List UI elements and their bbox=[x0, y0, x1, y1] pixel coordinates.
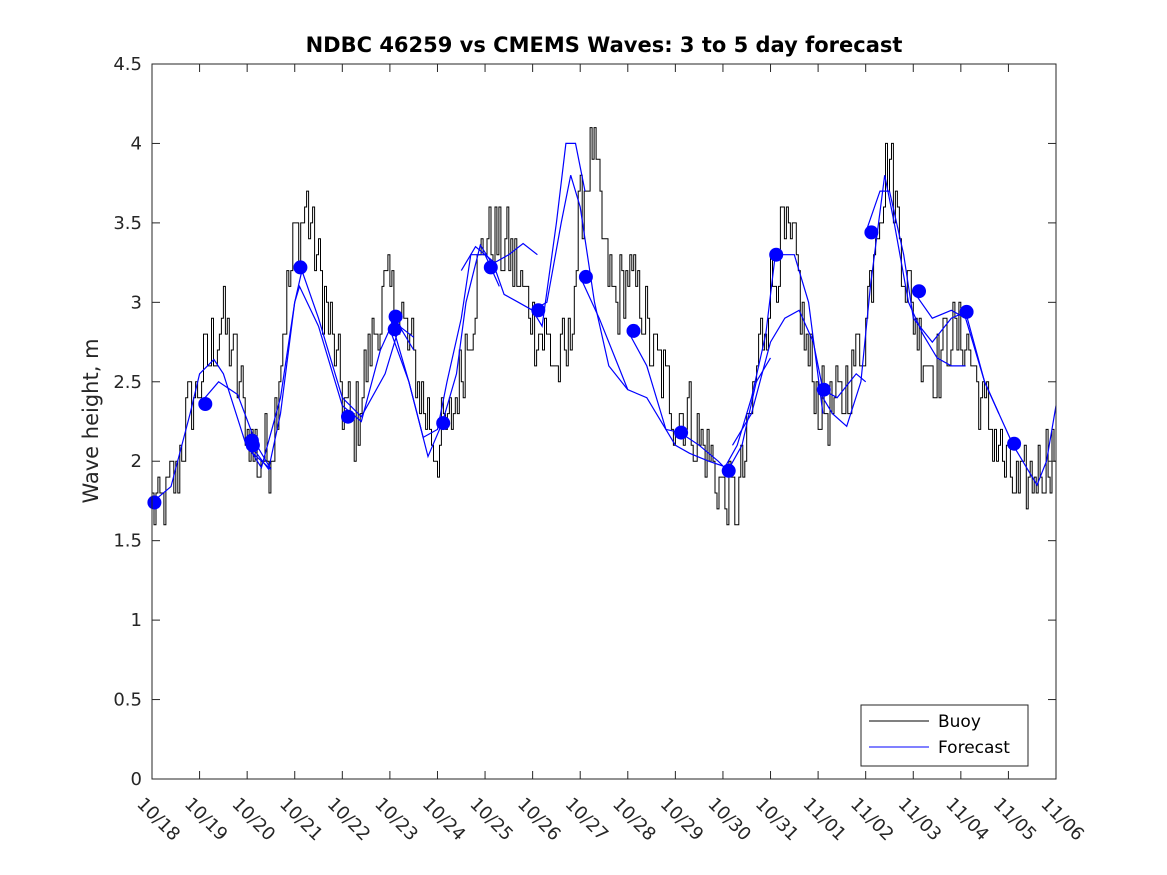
forecast-line-8 bbox=[532, 175, 629, 391]
forecast-markers bbox=[147, 225, 1022, 510]
y-tick-label: 1.5 bbox=[113, 531, 142, 552]
forecast-line-10 bbox=[627, 330, 772, 472]
y-tick-label: 3 bbox=[131, 292, 142, 313]
forecast-line-15 bbox=[912, 290, 1057, 487]
forecast-point bbox=[721, 463, 736, 478]
y-tick-label: 2 bbox=[131, 451, 142, 472]
forecast-point bbox=[387, 322, 402, 337]
y-tick-label: 4 bbox=[131, 133, 142, 154]
forecast-line-2 bbox=[246, 268, 415, 471]
plot-border bbox=[151, 63, 1057, 780]
forecast-point bbox=[912, 284, 926, 299]
forecast-line-3 bbox=[246, 284, 415, 470]
forecast-point bbox=[816, 382, 831, 397]
forecast-point bbox=[959, 304, 974, 319]
y-tick-label: 2.5 bbox=[113, 372, 142, 393]
forecast-point bbox=[483, 260, 498, 275]
forecast-line-14 bbox=[865, 190, 1000, 414]
forecast-point bbox=[674, 425, 689, 440]
y-tick-label: 1 bbox=[131, 610, 142, 631]
forecast-point bbox=[864, 225, 879, 240]
forecast-series bbox=[151, 142, 1057, 503]
buoy-line bbox=[152, 127, 1057, 526]
forecast-line-9 bbox=[579, 276, 724, 467]
forecast-line-5 bbox=[389, 243, 533, 459]
forecast-point bbox=[626, 323, 641, 338]
legend-buoy-label: Buoy bbox=[938, 712, 981, 732]
y-tick-label: 4.5 bbox=[113, 54, 142, 75]
legend: Buoy Forecast bbox=[860, 704, 1029, 767]
y-tick-label: 0.5 bbox=[113, 690, 142, 711]
forecast-point bbox=[436, 416, 451, 431]
forecast-line-12 bbox=[731, 309, 867, 446]
forecast-line-11 bbox=[722, 254, 824, 472]
forecast-point bbox=[245, 438, 260, 453]
forecast-line-0 bbox=[151, 358, 272, 503]
plot-area bbox=[152, 64, 1056, 779]
forecast-point bbox=[293, 260, 308, 275]
forecast-point bbox=[578, 269, 593, 284]
legend-box bbox=[860, 704, 1029, 767]
forecast-line-1 bbox=[199, 381, 272, 470]
y-tick-label: 3.5 bbox=[113, 213, 142, 234]
y-axis-ticks: 0 0.5 1 1.5 2 2.5 3 3.5 4 4.5 bbox=[113, 54, 1056, 790]
y-axis-label: Wave height, m bbox=[79, 338, 103, 503]
forecast-point bbox=[341, 409, 355, 424]
legend-forecast-label: Forecast bbox=[938, 738, 1010, 758]
forecast-line-13 bbox=[817, 175, 966, 428]
forecast-line-7 bbox=[532, 142, 586, 328]
buoy-series bbox=[152, 127, 1057, 526]
forecast-point bbox=[1007, 436, 1022, 451]
forecast-point bbox=[147, 495, 162, 510]
forecast-point bbox=[198, 397, 213, 411]
y-tick-label: 0 bbox=[131, 769, 142, 790]
forecast-point bbox=[531, 303, 546, 318]
chart-title: NDBC 46259 vs CMEMS Waves: 3 to 5 day fo… bbox=[306, 33, 903, 57]
forecast-point bbox=[769, 247, 784, 262]
forecast-point bbox=[388, 309, 403, 324]
